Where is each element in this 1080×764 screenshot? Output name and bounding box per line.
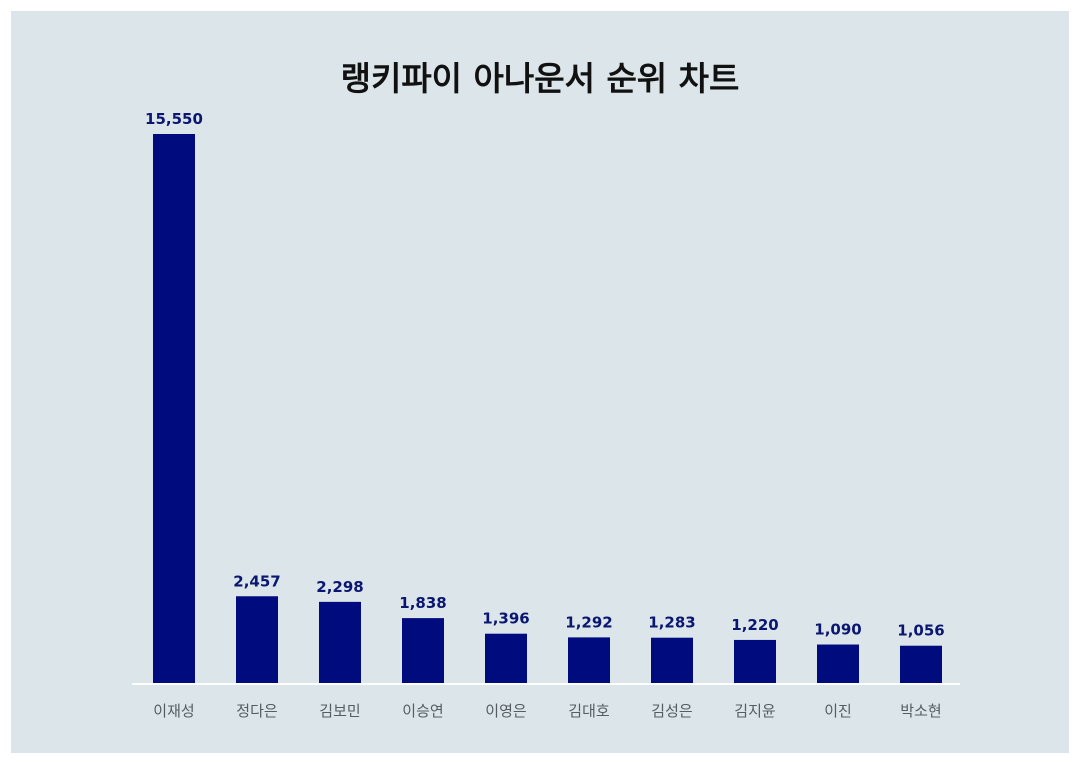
category-label-2: 정다은 xyxy=(236,702,277,720)
value-label-10: 1,056 xyxy=(897,622,944,640)
value-label-5: 1,396 xyxy=(482,610,529,628)
category-label-6: 김대호 xyxy=(568,702,610,720)
category-label-9: 이진 xyxy=(824,702,852,720)
labels-group: 15,550 이재성 2,457 정다은 2,298 김보민 1,838 이승연 1,396 이영… xyxy=(145,110,945,720)
value-label-6: 1,292 xyxy=(565,613,612,631)
category-label-7: 김성은 xyxy=(651,702,692,720)
value-label-9: 1,090 xyxy=(814,621,861,639)
bar-7 xyxy=(651,637,693,683)
value-label-8: 1,220 xyxy=(731,616,778,634)
bar-6 xyxy=(568,637,610,683)
bar-9 xyxy=(817,644,859,683)
value-label-4: 1,838 xyxy=(399,594,446,612)
bar-4 xyxy=(402,618,444,683)
bar-1 xyxy=(153,134,195,683)
category-label-10: 박소현 xyxy=(900,702,941,720)
bar-8 xyxy=(734,639,776,683)
bar-10 xyxy=(900,645,942,683)
bars-group xyxy=(153,134,942,683)
category-label-4: 이승연 xyxy=(402,702,443,720)
value-label-3: 2,298 xyxy=(316,578,363,596)
value-label-2: 2,457 xyxy=(233,572,280,590)
category-label-1: 이재성 xyxy=(153,702,194,720)
bar-3 xyxy=(319,601,361,683)
category-label-5: 이영은 xyxy=(485,702,526,720)
chart-title: 랭키파이 아나운서 순위 차트 xyxy=(340,59,740,98)
value-label-1: 15,550 xyxy=(145,110,203,128)
value-label-7: 1,283 xyxy=(648,614,695,632)
bar-5 xyxy=(485,633,527,683)
category-label-3: 김보민 xyxy=(319,702,360,720)
category-label-8: 김지윤 xyxy=(734,702,776,720)
bar-2 xyxy=(236,596,278,683)
